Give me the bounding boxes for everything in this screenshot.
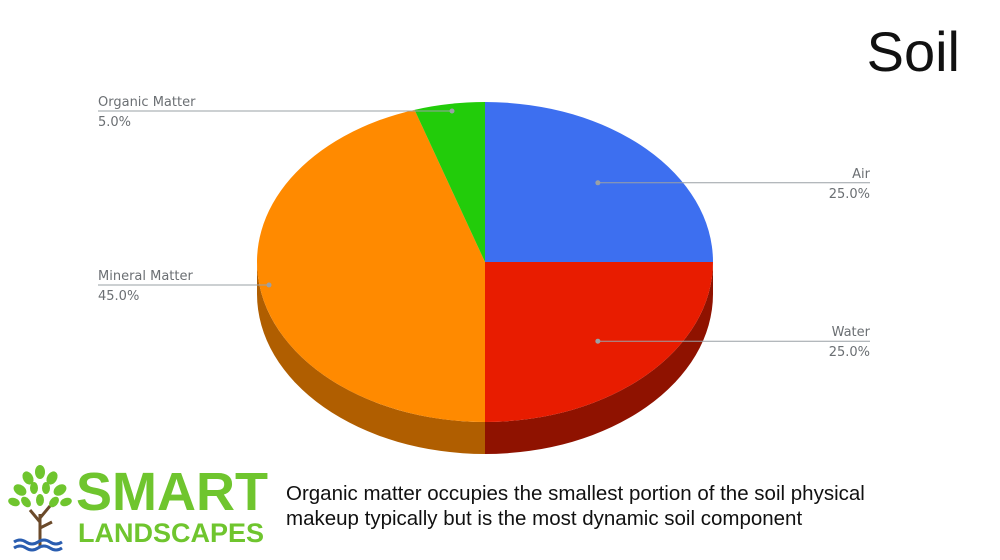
label-value-mineral-matter: 45.0% bbox=[98, 289, 139, 304]
leader-dot-organic-matter bbox=[449, 108, 455, 114]
pie-slices bbox=[257, 102, 713, 422]
caption-line-2: makeup typically but is the most dynamic… bbox=[286, 507, 803, 530]
caption-line-1: Organic matter occupies the smallest por… bbox=[286, 482, 865, 505]
leader-dot-air bbox=[595, 180, 601, 186]
pie-labels: Air 25.0% Water 25.0% Mineral Matter 45.0% Org… bbox=[98, 95, 871, 360]
label-name-air: Air bbox=[852, 167, 871, 182]
leader-dot-water bbox=[595, 338, 601, 344]
label-value-water: 25.0% bbox=[829, 345, 870, 360]
label-name-mineral-matter: Mineral Matter bbox=[98, 269, 193, 284]
leader-dot-mineral-matter bbox=[266, 282, 272, 288]
label-value-organic-matter: 5.0% bbox=[98, 115, 131, 130]
pie-chart: Air 25.0% Water 25.0% Mineral Matter 45.0% Org… bbox=[98, 95, 871, 454]
slide-caption: Organic matter occupies the smallest por… bbox=[286, 481, 986, 531]
label-name-organic-matter: Organic Matter bbox=[98, 95, 196, 110]
label-name-water: Water bbox=[832, 325, 871, 340]
logo-word-landscapes: LANDSCAPES bbox=[78, 518, 264, 548]
pie-slice-mineral-matter bbox=[257, 109, 485, 422]
pie-slice-organic-matter bbox=[414, 102, 485, 262]
slide-title: Soil bbox=[866, 20, 960, 83]
smart-landscapes-logo: SMART LANDSCAPES bbox=[8, 462, 268, 552]
logo-word-smart: SMART bbox=[76, 462, 268, 522]
label-value-air: 25.0% bbox=[829, 187, 870, 202]
